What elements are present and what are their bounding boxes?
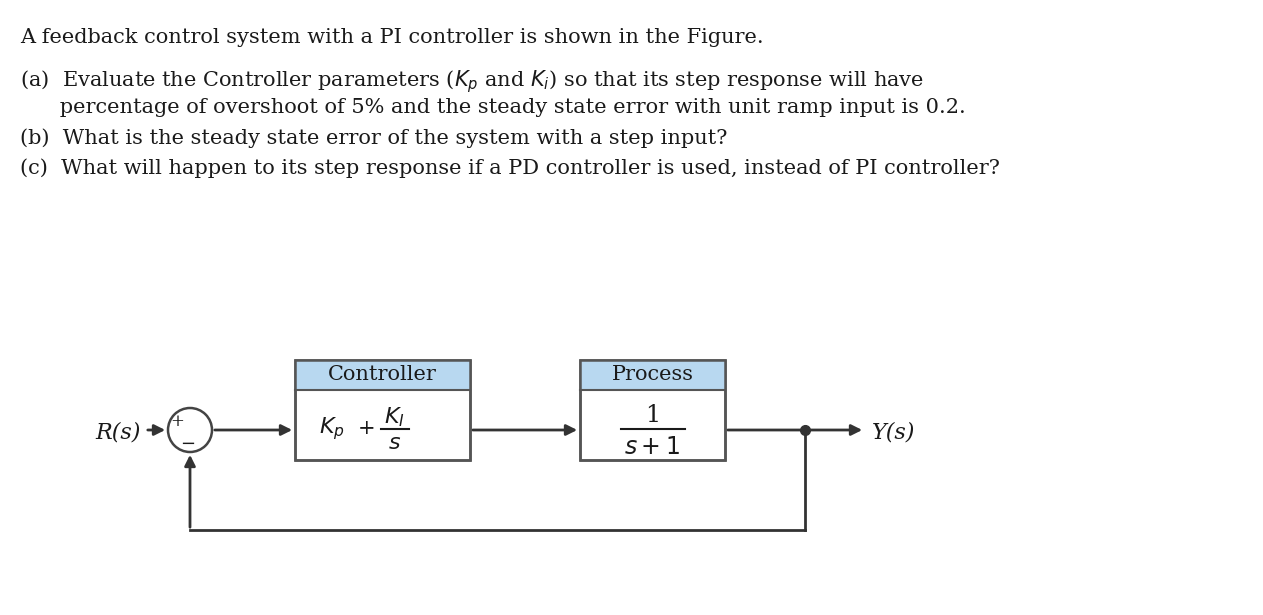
Text: Y(s): Y(s) xyxy=(871,421,916,443)
Text: $K_I$: $K_I$ xyxy=(384,405,405,429)
Bar xyxy=(296,360,470,460)
Bar xyxy=(580,360,725,390)
Text: $K_p$: $K_p$ xyxy=(318,416,345,442)
Bar xyxy=(296,360,470,390)
Text: (b)  What is the steady state error of the system with a step input?: (b) What is the steady state error of th… xyxy=(20,128,727,148)
Text: $s$: $s$ xyxy=(388,432,402,454)
Text: Controller: Controller xyxy=(328,365,437,384)
Text: 1: 1 xyxy=(645,403,661,426)
Bar xyxy=(580,360,725,460)
Text: +: + xyxy=(357,419,375,438)
Text: A feedback control system with a PI controller is shown in the Figure.: A feedback control system with a PI cont… xyxy=(20,28,764,47)
Text: +: + xyxy=(171,413,184,430)
Text: R(s): R(s) xyxy=(95,421,140,443)
Text: Process: Process xyxy=(611,365,693,384)
Text: percentage of overshoot of 5% and the steady state error with unit ramp input is: percentage of overshoot of 5% and the st… xyxy=(20,98,966,117)
Text: (a)  Evaluate the Controller parameters ($K_p$ and $K_i$) so that its step respo: (a) Evaluate the Controller parameters (… xyxy=(20,68,925,95)
Bar xyxy=(580,360,725,460)
Text: $s+1$: $s+1$ xyxy=(624,435,681,459)
Text: (c)  What will happen to its step response if a PD controller is used, instead o: (c) What will happen to its step respons… xyxy=(20,158,1000,178)
Text: −: − xyxy=(181,435,196,453)
Bar xyxy=(296,360,470,460)
